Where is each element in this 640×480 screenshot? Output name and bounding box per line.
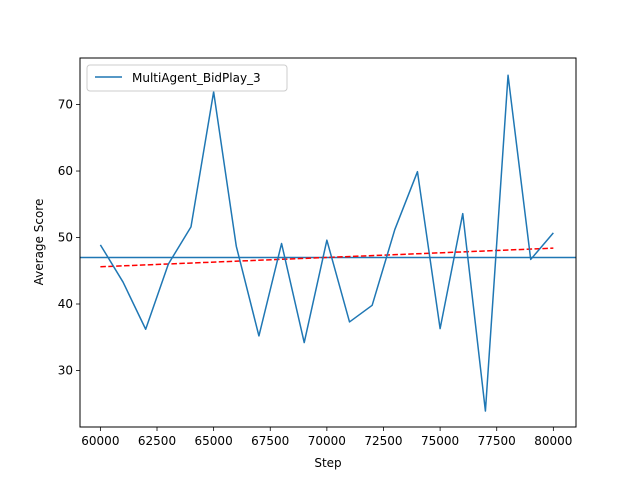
x-tick-label: 62500 xyxy=(138,434,176,448)
x-tick-label: 72500 xyxy=(364,434,402,448)
x-ticks: 60000 62500 65000 67500 70000 72500 75000 77500… xyxy=(81,427,572,448)
x-tick-label: 80000 xyxy=(534,434,572,448)
plot-layer xyxy=(80,74,576,412)
legend: MultiAgent_BidPlay_3 xyxy=(86,64,288,92)
x-axis-label: Step xyxy=(314,456,341,470)
legend-box xyxy=(86,64,288,92)
y-tick-label: 60 xyxy=(58,164,73,178)
x-tick-label: 60000 xyxy=(81,434,119,448)
x-tick-label: 67500 xyxy=(251,434,289,448)
y-tick-label: 40 xyxy=(58,297,73,311)
x-tick-label: 65000 xyxy=(195,434,233,448)
y-tick-label: 30 xyxy=(58,363,73,377)
x-tick-label: 77500 xyxy=(478,434,516,448)
x-tick-label: 70000 xyxy=(308,434,346,448)
y-tick-label: 70 xyxy=(58,98,73,112)
y-ticks: 30 40 50 60 70 xyxy=(58,98,80,377)
y-axis-label: Average Score xyxy=(32,199,46,286)
plot-frame xyxy=(79,57,577,428)
legend-label: MultiAgent_BidPlay_3 xyxy=(132,71,261,85)
x-tick-label: 75000 xyxy=(421,434,459,448)
trend-line xyxy=(100,247,554,268)
y-tick-label: 50 xyxy=(58,231,73,245)
